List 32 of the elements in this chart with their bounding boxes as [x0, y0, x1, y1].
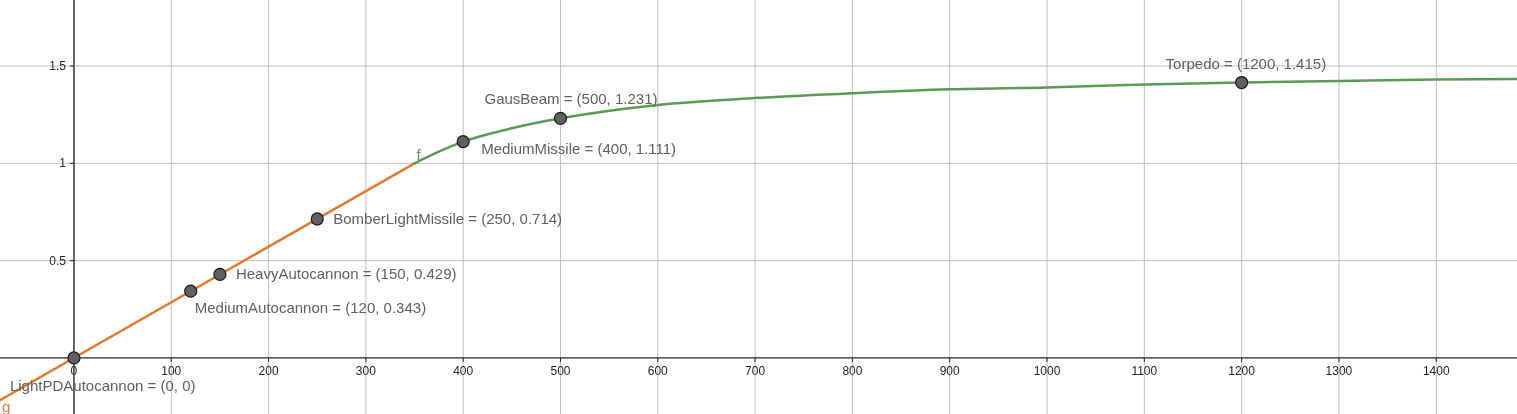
y-tick-label: 1.5 — [49, 58, 67, 73]
point — [213, 267, 227, 282]
x-tick-label: 700 — [745, 363, 766, 378]
point — [310, 212, 324, 226]
y-tick-label: 0.5 — [49, 253, 67, 268]
x-tick-label: 1200 — [1228, 363, 1256, 378]
point — [67, 351, 81, 365]
line-series — [413, 77, 1517, 165]
x-tick-label: 800 — [842, 363, 863, 378]
annotation: MediumMissile = (400, 1.111) — [481, 139, 677, 157]
point — [456, 135, 470, 149]
annotation: GausBeam = (500, 1.231) — [484, 90, 658, 108]
annotation: HeavyAutocannon = (150, 0.429) — [235, 265, 457, 283]
x-tick-label: 1000 — [1033, 363, 1061, 378]
x-tick-label: 1300 — [1325, 363, 1353, 378]
y-tick-label: 1 — [59, 156, 67, 171]
annotation: Torpedo = (1200, 1.415) — [1165, 54, 1327, 72]
annotation: BomberLightMissile = (250, 0.714) — [333, 209, 563, 227]
point — [553, 111, 568, 125]
x-tick-label: 600 — [647, 363, 669, 378]
x-tick-label: 200 — [258, 363, 279, 378]
x-tick-label: 1400 — [1422, 363, 1450, 378]
x-tick-label: 500 — [550, 363, 571, 378]
x-tick-label: 100 — [161, 363, 182, 378]
x-tick-label: 1100 — [1131, 363, 1158, 378]
x-tick-label: 400 — [453, 363, 474, 378]
point — [1235, 75, 1249, 90]
x-tick-label: 900 — [939, 363, 961, 378]
annotation: MediumAutocannon = (120, 0.343) — [194, 299, 427, 317]
x-tick-label: 300 — [355, 363, 377, 378]
series-label: f — [416, 146, 422, 164]
point — [184, 284, 198, 298]
